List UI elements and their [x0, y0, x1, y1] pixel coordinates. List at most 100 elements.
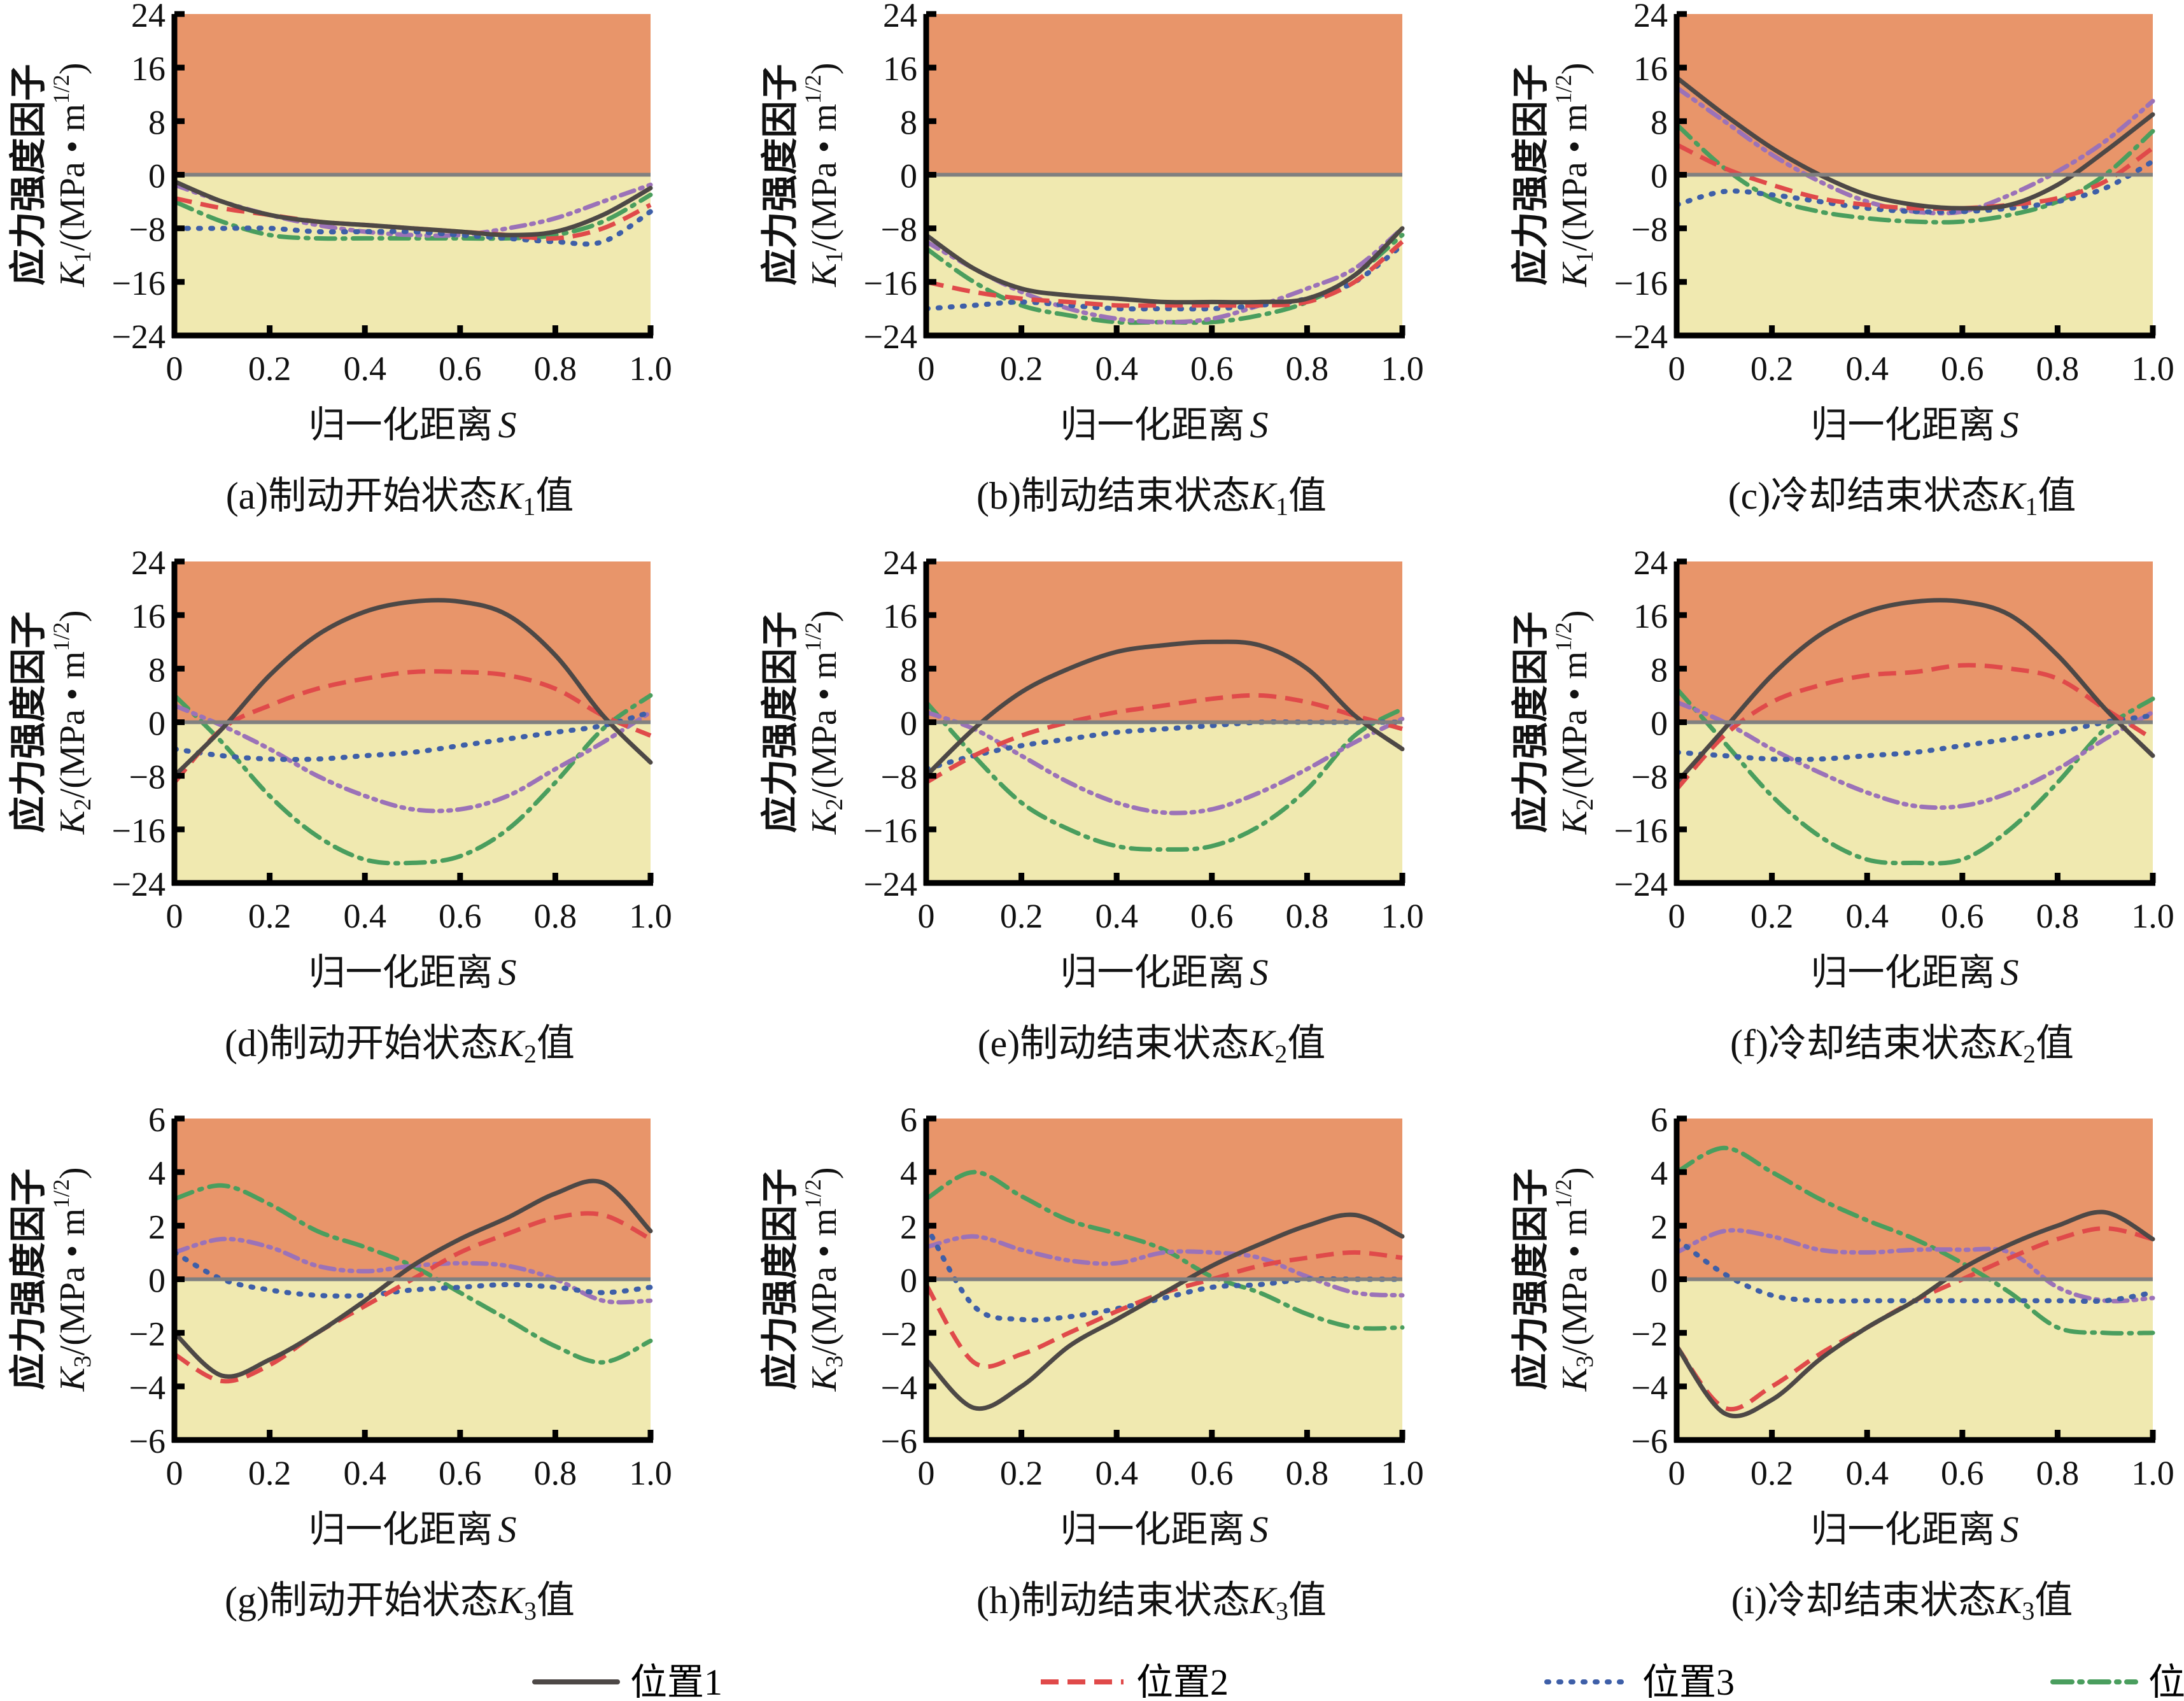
x-tick-label: 0.8 [534, 349, 577, 388]
y-tick-label: −2 [1631, 1315, 1668, 1353]
y-tick-label: 16 [883, 597, 917, 635]
series-line-position-4 [1677, 686, 2155, 866]
x-tick-label: 0.2 [1000, 349, 1043, 388]
x-tick-label: 0 [1668, 897, 1686, 935]
positive-region [1677, 1119, 2153, 1280]
positive-region [1677, 14, 2153, 175]
series-line-position-5 [1677, 1228, 2155, 1304]
y-tick-label: 8 [1651, 651, 1668, 689]
x-tick-label: 0.8 [1286, 349, 1329, 388]
y-tick-label: −6 [881, 1422, 917, 1460]
x-tick-label: 1.0 [2131, 1454, 2174, 1492]
y-tick-label: 8 [1651, 103, 1668, 141]
positive-region [174, 1119, 651, 1280]
y-tick-label: 4 [148, 1154, 166, 1192]
subplot-caption: (i)冷却结束状态K3值 [1731, 1579, 2073, 1625]
subplot-caption: (a)制动开始状态K1值 [226, 475, 574, 521]
y-tick-label: −24 [1614, 865, 1668, 903]
series-group [1677, 1145, 2155, 1418]
legend-item-position-3: 位置3 [1544, 1662, 1735, 1701]
series-line-position-5 [174, 703, 653, 814]
x-tick-label: 0 [166, 349, 183, 388]
series-group [1677, 598, 2155, 866]
x-tick-label: 0.2 [248, 349, 292, 388]
y-tick-label: −6 [1631, 1422, 1668, 1460]
y-axis-label: 应力强度因子 K1/(MPa • m1/2) [759, 62, 848, 287]
subplot-caption: (g)制动开始状态K3值 [225, 1579, 575, 1625]
y-tick-label: −8 [129, 211, 166, 249]
y-axis-label-cn: 应力强度因子 [1510, 611, 1551, 833]
series-line-position-3 [174, 1250, 653, 1299]
y-tick-label: 0 [900, 157, 917, 195]
x-axis-label: 归一化距离 S [1060, 404, 1268, 446]
series-line-position-4 [174, 693, 653, 866]
y-axis-label-cn: 应力强度因子 [1510, 64, 1551, 285]
subplot-e: −24 −16 −8 0 8 16 24 0 0.2 0.4 0.6 0.8 1.0 归一化距离 S 应力强度… [759, 544, 1424, 1068]
y-tick-label: 2 [900, 1208, 917, 1246]
y-tick-label: 24 [1633, 544, 1668, 582]
x-tick-label: 1.0 [629, 897, 672, 935]
x-tick-label: 0.4 [1845, 897, 1889, 935]
y-tick-label: 16 [131, 597, 166, 635]
y-tick-label: 0 [148, 1262, 166, 1300]
series-line-position-3 [1677, 159, 2155, 215]
positive-region [174, 14, 651, 175]
x-tick-label: 0.2 [1751, 349, 1794, 388]
x-tick-label: 0 [166, 897, 183, 935]
y-tick-label: −4 [129, 1369, 166, 1407]
y-tick-label: 8 [148, 103, 166, 141]
y-axis-label: 应力强度因子 K1/(MPa • m1/2) [8, 62, 96, 287]
y-tick-label: 0 [1651, 705, 1668, 743]
x-tick-label: 0 [166, 1454, 183, 1492]
y-tick-label: −8 [1631, 758, 1668, 796]
series-line-position-1 [926, 639, 1405, 779]
y-axis-label-cn: 应力强度因子 [759, 1168, 801, 1390]
y-tick-label: −8 [881, 211, 917, 249]
subplot-caption: (h)制动结束状态K3值 [976, 1579, 1327, 1625]
y-axis-label-unit: K1/(MPa • m1/2) [1551, 62, 1598, 287]
x-tick-label: 0 [1668, 1454, 1686, 1492]
legend-label: 位置4 [2148, 1662, 2184, 1701]
subplot-caption: (e)制动结束状态K2值 [978, 1022, 1326, 1068]
x-tick-label: 0 [1668, 349, 1686, 388]
y-tick-label: −16 [864, 812, 917, 850]
y-axis-label-cn: 应力强度因子 [759, 611, 801, 833]
y-tick-label: 16 [1633, 597, 1668, 635]
subplot-caption: (b)制动结束状态K1值 [976, 475, 1327, 521]
series-line-position-1 [174, 1178, 653, 1379]
negative-region [1677, 174, 2153, 335]
y-tick-label: 0 [148, 157, 166, 195]
series-line-position-2 [1677, 1226, 2153, 1411]
y-tick-label: 24 [131, 544, 166, 582]
y-tick-label: −6 [129, 1422, 166, 1460]
y-axis-label-cn: 应力强度因子 [1510, 1168, 1551, 1390]
y-tick-label: −16 [1614, 812, 1668, 850]
x-tick-label: 0.6 [1941, 897, 1984, 935]
y-tick-label: 2 [1651, 1208, 1668, 1246]
x-tick-label: 0.8 [1286, 897, 1329, 935]
y-tick-label: −8 [1631, 211, 1668, 249]
y-tick-label: −16 [864, 264, 917, 302]
y-tick-label: 2 [148, 1208, 166, 1246]
negative-region [1677, 1279, 2153, 1440]
x-tick-label: 0.2 [1751, 897, 1794, 935]
series-line-position-1 [1677, 598, 2155, 785]
positive-region [174, 561, 651, 723]
x-tick-label: 0 [918, 1454, 935, 1492]
y-tick-label: −2 [129, 1315, 166, 1353]
subplot-g: −6 −4 −2 0 2 4 6 0 0.2 0.4 0.6 0.8 1.0 归一化距离 S 应力强度因子 K3… [8, 1101, 672, 1625]
series-line-position-4 [926, 700, 1405, 852]
y-tick-label: −24 [1614, 318, 1668, 356]
y-axis-label-unit: K3/(MPa • m1/2) [800, 1167, 848, 1392]
y-axis-label: 应力强度因子 K2/(MPa • m1/2) [759, 610, 848, 835]
series-line-position-5 [1677, 700, 2155, 810]
y-tick-label: −24 [864, 318, 917, 356]
negative-region [926, 722, 1402, 883]
x-tick-label: 0.8 [2036, 349, 2080, 388]
x-tick-label: 0.8 [534, 1454, 577, 1492]
series-line-position-1 [926, 226, 1405, 305]
y-tick-label: −8 [129, 758, 166, 796]
series-line-position-5 [926, 1234, 1405, 1298]
y-tick-label: −16 [112, 812, 166, 850]
series-line-position-1 [1677, 1210, 2155, 1418]
